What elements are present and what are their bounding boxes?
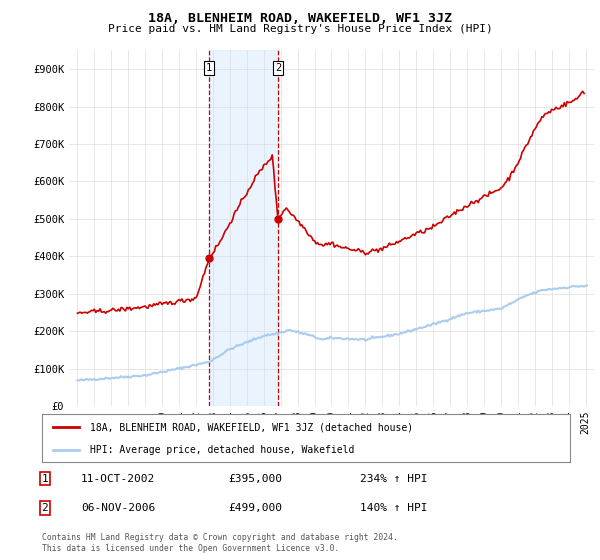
Text: HPI: Average price, detached house, Wakefield: HPI: Average price, detached house, Wake… bbox=[89, 445, 354, 455]
Point bbox=[273, 214, 283, 223]
Text: 18A, BLENHEIM ROAD, WAKEFIELD, WF1 3JZ (detached house): 18A, BLENHEIM ROAD, WAKEFIELD, WF1 3JZ (… bbox=[89, 422, 413, 432]
Text: 1: 1 bbox=[41, 474, 49, 484]
Text: 06-NOV-2006: 06-NOV-2006 bbox=[81, 503, 155, 513]
Text: Contains HM Land Registry data © Crown copyright and database right 2024.
This d: Contains HM Land Registry data © Crown c… bbox=[42, 533, 398, 553]
Text: 140% ↑ HPI: 140% ↑ HPI bbox=[360, 503, 427, 513]
Text: Price paid vs. HM Land Registry's House Price Index (HPI): Price paid vs. HM Land Registry's House … bbox=[107, 24, 493, 34]
Text: £395,000: £395,000 bbox=[228, 474, 282, 484]
Text: 234% ↑ HPI: 234% ↑ HPI bbox=[360, 474, 427, 484]
Text: 2: 2 bbox=[275, 63, 281, 73]
Text: 11-OCT-2002: 11-OCT-2002 bbox=[81, 474, 155, 484]
Text: 2: 2 bbox=[41, 503, 49, 513]
Text: 1: 1 bbox=[206, 63, 212, 73]
Text: 18A, BLENHEIM ROAD, WAKEFIELD, WF1 3JZ: 18A, BLENHEIM ROAD, WAKEFIELD, WF1 3JZ bbox=[148, 12, 452, 25]
Point bbox=[205, 254, 214, 263]
Bar bbox=[209, 50, 278, 406]
Text: £499,000: £499,000 bbox=[228, 503, 282, 513]
